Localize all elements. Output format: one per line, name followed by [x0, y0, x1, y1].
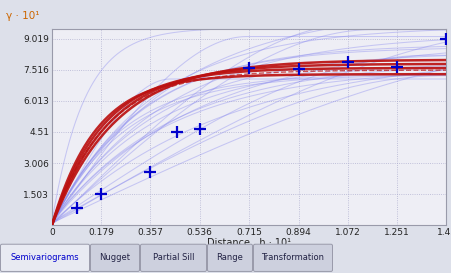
- Text: γ · 10¹: γ · 10¹: [6, 11, 40, 21]
- X-axis label: Distance , h · 10¹: Distance , h · 10¹: [207, 238, 291, 248]
- FancyBboxPatch shape: [0, 244, 89, 271]
- Text: Semivariograms: Semivariograms: [11, 253, 79, 262]
- Text: Nugget: Nugget: [100, 253, 130, 262]
- Text: Partial Sill: Partial Sill: [153, 253, 194, 262]
- Text: Range: Range: [216, 253, 244, 262]
- FancyBboxPatch shape: [207, 244, 253, 271]
- Text: Transformation: Transformation: [262, 253, 325, 262]
- FancyBboxPatch shape: [253, 244, 332, 271]
- FancyBboxPatch shape: [91, 244, 139, 271]
- FancyBboxPatch shape: [141, 244, 207, 271]
